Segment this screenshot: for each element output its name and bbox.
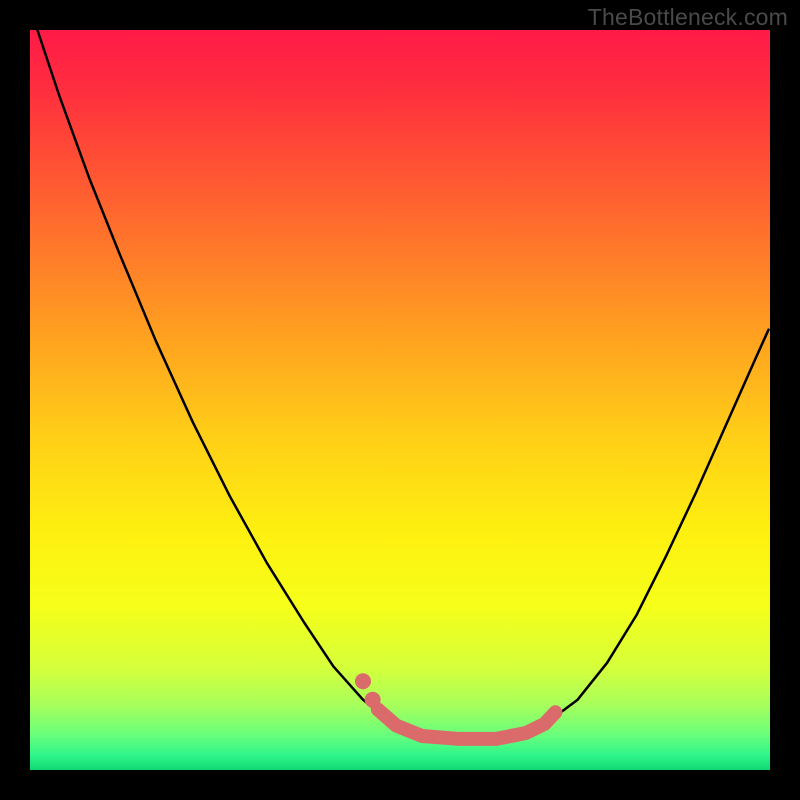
bottleneck-chart-svg [0, 0, 800, 800]
highlight-dot [355, 673, 371, 689]
plot-background [30, 30, 770, 770]
watermark-text: TheBottleneck.com [588, 4, 788, 31]
highlight-dot [365, 692, 381, 708]
chart-stage: TheBottleneck.com [0, 0, 800, 800]
